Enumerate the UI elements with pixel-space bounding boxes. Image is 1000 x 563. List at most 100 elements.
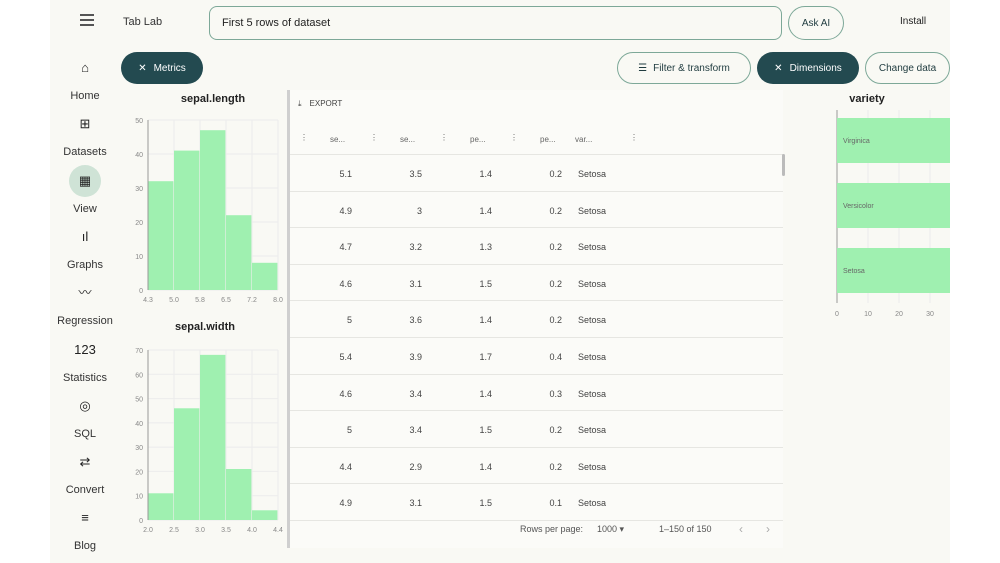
column-menu-icon[interactable]: ⋮ bbox=[440, 133, 448, 142]
histogram-bar bbox=[174, 408, 200, 520]
x-tick-label: 10 bbox=[864, 311, 872, 318]
x-tick-label: 5.0 bbox=[169, 297, 179, 304]
column-menu-icon[interactable]: ⋮ bbox=[510, 133, 518, 142]
column-header[interactable]: se... bbox=[400, 135, 416, 144]
histogram-bar bbox=[200, 354, 226, 520]
close-icon[interactable]: ✕ bbox=[138, 62, 147, 74]
table-cell: 5.4 bbox=[339, 352, 352, 362]
table-cell: 1.5 bbox=[479, 498, 492, 509]
variety-bar bbox=[837, 248, 950, 293]
table-row[interactable]: 4.9 3.1 1.5 0.1 Setosa bbox=[290, 484, 783, 521]
table-cell: 0.2 bbox=[549, 315, 562, 326]
column-menu-icon[interactable]: ⋮ bbox=[370, 133, 378, 142]
table-cell: 3.6 bbox=[409, 315, 422, 326]
table-cell: Setosa bbox=[578, 352, 607, 362]
table-row[interactable]: 5.4 3.9 1.7 0.4 Setosa bbox=[290, 338, 783, 375]
x-tick-label: 2.5 bbox=[169, 527, 179, 534]
article-icon: ≡ bbox=[81, 510, 89, 526]
install-button[interactable]: Install bbox=[900, 16, 927, 27]
sidebar-item-home[interactable]: ⌂ Home bbox=[50, 52, 120, 102]
table-cell: 4.9 bbox=[339, 498, 352, 509]
table-cell: Setosa bbox=[578, 498, 607, 509]
table-row[interactable]: 4.6 3.1 1.5 0.2 Setosa bbox=[290, 265, 783, 302]
column-header[interactable]: se... bbox=[330, 135, 346, 144]
sidebar-item-convert[interactable]: ⇄ Convert bbox=[50, 446, 120, 496]
sidebar-item-label: Regression bbox=[57, 315, 113, 328]
y-tick-label: 20 bbox=[135, 469, 143, 476]
column-header[interactable]: var... bbox=[575, 135, 593, 144]
sidebar-item-view[interactable]: ▦ View bbox=[50, 164, 120, 215]
table-cell: 5.1 bbox=[339, 169, 352, 179]
dimensions-chip[interactable]: ✕ Dimensions bbox=[757, 52, 859, 84]
sidebar-item-label: Statistics bbox=[62, 371, 107, 384]
column-menu-icon[interactable]: ⋮ bbox=[300, 133, 308, 142]
table-cell: 1.4 bbox=[479, 315, 492, 326]
chart-title: variety bbox=[849, 93, 885, 105]
sidebar-item-sql[interactable]: ◎ SQL bbox=[50, 390, 120, 440]
sidebar-item-label: Datasets bbox=[63, 146, 107, 159]
table-row[interactable]: 4.6 3.4 1.4 0.3 Setosa bbox=[290, 375, 783, 412]
table-cell: 5 bbox=[346, 315, 352, 326]
rows-per-page-select[interactable]: 1000 ▾ bbox=[597, 524, 624, 535]
sepal-length-histogram: 0 10 20 30 40 50 4.3 5.0 5.8 6.5 7.2 8.0 bbox=[135, 118, 283, 304]
histogram-bar bbox=[252, 262, 278, 290]
prompt-input[interactable]: First 5 rows of dataset bbox=[209, 6, 782, 40]
sidebar-item-regression[interactable]: 〰 Regression bbox=[50, 277, 120, 327]
next-page-icon[interactable]: › bbox=[766, 522, 770, 536]
filter-transform-button[interactable]: ☰ Filter & transform bbox=[617, 52, 751, 84]
table-row[interactable]: 4.4 2.9 1.4 0.2 Setosa bbox=[290, 448, 783, 485]
vertical-scrollbar[interactable] bbox=[782, 154, 785, 176]
dropdown-icon: ▾ bbox=[619, 524, 625, 534]
table-cell: 4.9 bbox=[339, 205, 352, 216]
sidebar-item-graphs[interactable]: ıl Graphs bbox=[50, 221, 120, 271]
change-data-button[interactable]: Change data bbox=[865, 52, 950, 84]
export-button[interactable]: ⤓ EXPORT bbox=[298, 99, 342, 109]
sidebar-item-statistics[interactable]: 123 Statistics bbox=[50, 334, 120, 384]
menu-icon[interactable] bbox=[80, 14, 94, 26]
table-cell: 1.5 bbox=[479, 278, 492, 289]
sidebar-item-datasets[interactable]: ⊞ Datasets bbox=[50, 108, 120, 158]
y-tick-label: 50 bbox=[135, 397, 143, 404]
ask-ai-button[interactable]: Ask AI bbox=[788, 6, 844, 40]
table-row[interactable]: 5.1 3.5 1.4 0.2 Setosa bbox=[290, 155, 783, 192]
chart-title: sepal.length bbox=[180, 93, 246, 105]
sidebar-item-blog[interactable]: ≡ Blog bbox=[50, 502, 120, 552]
metrics-chip[interactable]: ✕ Metrics bbox=[121, 52, 203, 84]
column-header[interactable]: pe... bbox=[470, 135, 486, 144]
swap-icon: ⇄ bbox=[79, 454, 91, 470]
histogram-bar bbox=[226, 215, 252, 290]
table-row[interactable]: 4.7 3.2 1.3 0.2 Setosa bbox=[290, 228, 783, 265]
table-cell: 4.6 bbox=[339, 278, 352, 289]
sepal-width-histogram: 0 10 20 30 40 50 60 70 2.0 2.5 3.0 3.5 4.0 4.4 bbox=[135, 348, 283, 534]
prev-page-icon[interactable]: ‹ bbox=[739, 522, 743, 536]
table-cell: Setosa bbox=[578, 278, 607, 289]
table-cell: 0.3 bbox=[549, 388, 562, 399]
column-header[interactable]: pe... bbox=[540, 135, 556, 144]
table-cell: 1.7 bbox=[479, 352, 492, 362]
metrics-label: Metrics bbox=[153, 62, 186, 74]
app-window: Tab Lab First 5 rows of dataset Ask AI I… bbox=[50, 0, 950, 563]
histogram-bar bbox=[174, 150, 200, 290]
y-tick-label: 30 bbox=[135, 186, 143, 193]
table-cell: 1.4 bbox=[479, 461, 492, 472]
table-row[interactable]: 5 3.4 1.5 0.2 Setosa bbox=[290, 411, 783, 448]
chart-title: sepal.width bbox=[175, 321, 235, 333]
column-menu-icon[interactable]: ⋮ bbox=[630, 133, 638, 142]
y-tick-label: 20 bbox=[135, 220, 143, 227]
table-cell: Setosa bbox=[578, 388, 607, 399]
table-row[interactable]: 5 3.6 1.4 0.2 Setosa bbox=[290, 301, 783, 338]
table-row[interactable]: 4.9 3 1.4 0.2 Setosa bbox=[290, 192, 783, 229]
sidebar-item-label: Blog bbox=[73, 540, 97, 553]
table-cell: 2.9 bbox=[409, 461, 422, 472]
x-tick-label: 5.8 bbox=[195, 297, 205, 304]
table-icon: ▦ bbox=[69, 164, 101, 197]
close-icon[interactable]: ✕ bbox=[774, 62, 783, 74]
variety-bar bbox=[837, 118, 950, 163]
table-cell: Setosa bbox=[578, 205, 607, 216]
table-cell: 5 bbox=[346, 425, 352, 436]
table-cell: 3.1 bbox=[409, 278, 422, 289]
variety-bar bbox=[837, 183, 950, 228]
filter-label: Filter & transform bbox=[653, 62, 730, 74]
table-cell: 0.2 bbox=[549, 205, 562, 216]
sidebar-item-label: Convert bbox=[65, 484, 105, 497]
